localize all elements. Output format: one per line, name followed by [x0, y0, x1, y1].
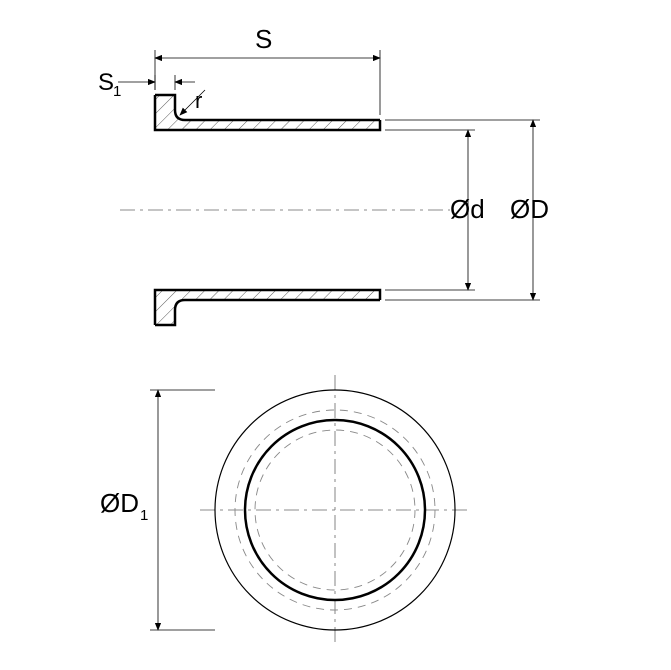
dimension-S1: S 1	[98, 69, 195, 100]
lower-section	[155, 290, 380, 325]
drawing-svg: S S 1 r Ød ØD	[0, 0, 671, 670]
label-S1-sub: 1	[113, 83, 121, 100]
label-D: ØD	[510, 194, 549, 224]
label-S: S	[255, 24, 272, 54]
label-S1-main: S	[98, 69, 114, 96]
label-r: r	[195, 88, 202, 113]
cross-section-view: S S 1 r Ød ØD	[98, 24, 549, 325]
upper-section	[155, 95, 380, 130]
technical-drawing: S S 1 r Ød ØD	[0, 0, 671, 670]
label-D1-sub: 1	[140, 507, 148, 524]
dimension-r: r	[180, 88, 205, 115]
label-D1-main: ØD	[100, 488, 139, 518]
label-d: Ød	[450, 194, 485, 224]
dimension-D1: ØD 1	[100, 390, 215, 630]
dimension-S: S	[155, 24, 380, 115]
front-view: ØD 1	[100, 375, 470, 645]
